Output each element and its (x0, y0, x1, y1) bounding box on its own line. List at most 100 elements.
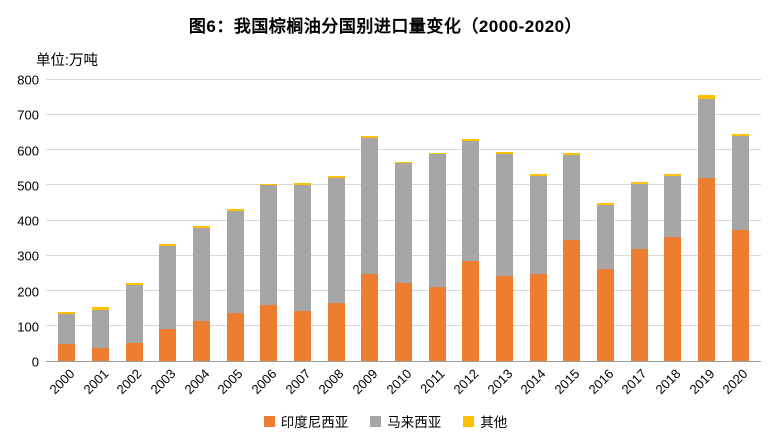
x-axis-label-text: 2007 (282, 366, 314, 398)
bar-segment-indonesia (597, 268, 615, 361)
bar-segment-indonesia (563, 239, 581, 361)
x-axis-label-2001: 2001 (80, 362, 118, 408)
legend-item-other: 其他 (463, 411, 507, 431)
stacked-bar-2002 (125, 80, 143, 361)
stacked-bar-2014 (529, 80, 547, 361)
stacked-bar-2016 (597, 80, 615, 361)
x-axis-label-2009: 2009 (349, 362, 387, 408)
bar-segment-malaysia (92, 309, 109, 348)
stacked-bar-2012 (462, 80, 480, 361)
bar-segment-indonesia (361, 273, 379, 361)
bar-segment-indonesia (698, 177, 716, 361)
y-axis-tick: 600 (17, 143, 39, 158)
bar-segment-indonesia (294, 311, 312, 361)
bar-segment-other (294, 182, 312, 185)
bar-segment-indonesia (428, 286, 446, 361)
bar-segment-indonesia (630, 249, 648, 361)
x-axis-label-2010: 2010 (383, 362, 421, 408)
x-axis-label-text: 2020 (719, 366, 751, 398)
bar-group-2020 (723, 80, 757, 361)
bar-group-2015 (555, 80, 589, 361)
x-axis-label-2011: 2011 (417, 362, 454, 408)
bar-segment-other (630, 182, 648, 184)
x-axis-label-2018: 2018 (652, 362, 690, 408)
bar-segment-other (529, 174, 547, 176)
bar-group-2018 (656, 80, 690, 361)
legend-label-other: 其他 (480, 415, 508, 430)
bar-segment-indonesia (92, 347, 109, 361)
y-axis-tick: 200 (17, 284, 39, 299)
bar-segment-indonesia (58, 344, 76, 361)
bar-segment-malaysia (125, 284, 143, 343)
y-axis: 0 100 200 300 400 500 600 700 800 (10, 74, 46, 369)
x-axis-label-2003: 2003 (147, 362, 185, 408)
bar-segment-other (597, 203, 615, 206)
x-axis-label-2005: 2005 (214, 362, 252, 408)
x-axis-label-2016: 2016 (585, 362, 623, 408)
stacked-bar-2015 (563, 80, 581, 361)
bars (46, 80, 761, 361)
bar-segment-indonesia (496, 276, 514, 361)
x-axis-label-text: 2005 (214, 366, 246, 398)
bar-segment-indonesia (327, 303, 345, 361)
bar-group-2009 (353, 80, 387, 361)
bar-segment-malaysia (428, 154, 446, 287)
x-axis-label-text: 2001 (80, 366, 112, 398)
stacked-bar-2005 (226, 80, 244, 361)
x-axis-label-text: 2014 (517, 366, 549, 398)
bar-segment-indonesia (462, 260, 480, 361)
stacked-bar-2006 (260, 80, 278, 361)
x-axis-label-text: 2006 (248, 366, 280, 398)
stacked-bar-2019 (698, 80, 716, 361)
bar-group-2000 (50, 80, 84, 361)
stacked-bar-2008 (327, 80, 345, 361)
x-axis-label-2014: 2014 (517, 362, 555, 408)
bar-segment-malaysia (630, 183, 648, 250)
bar-group-2006 (252, 80, 286, 361)
bar-group-2011 (420, 80, 454, 361)
stacked-bar-2020 (731, 80, 749, 361)
stacked-bar-2011 (428, 80, 446, 361)
stacked-bar-2000 (58, 80, 76, 361)
stacked-bar-2003 (159, 80, 177, 361)
x-axis-label-text: 2009 (349, 366, 381, 398)
bar-segment-malaysia (731, 136, 749, 231)
bar-segment-malaysia (563, 154, 581, 240)
x-axis-label-text: 2011 (417, 366, 448, 397)
stacked-bar-2004 (193, 80, 211, 361)
gridline (46, 149, 761, 151)
stacked-bar-2018 (664, 80, 682, 361)
bar-group-2013 (488, 80, 522, 361)
x-axis-label-text: 2016 (585, 366, 617, 398)
y-axis-tick: 700 (17, 107, 39, 123)
x-axis-labels: 2000 2001 2002 2003 2004 2005 2006 2007 2008 2009… (46, 362, 761, 408)
chart-title: 图6：我国棕榈油分国别进口量变化（2000-2020） (188, 17, 583, 36)
y-axis-tick: 300 (17, 248, 39, 264)
bar-segment-other (731, 134, 749, 137)
legend-label-indonesia: 印度尼西亚 (280, 415, 349, 430)
bar-segment-indonesia (226, 312, 244, 361)
bar-segment-indonesia (664, 237, 682, 361)
bar-group-2012 (454, 80, 488, 361)
bar-group-2002 (117, 80, 151, 361)
bar-group-2007 (286, 80, 320, 361)
stacked-bar-2009 (361, 80, 379, 361)
bar-segment-malaysia (226, 210, 244, 313)
x-axis-label-2012: 2012 (450, 362, 488, 408)
plot-area (46, 79, 761, 362)
bar-group-2008 (319, 80, 353, 361)
x-axis-label-2019: 2019 (686, 362, 724, 408)
bar-segment-other (125, 282, 143, 285)
y-axis-tick: 100 (17, 319, 39, 335)
x-axis-label-2017: 2017 (619, 362, 656, 408)
bar-group-2019 (690, 80, 724, 361)
gridline (46, 79, 761, 80)
bar-segment-malaysia (327, 178, 345, 304)
bar-segment-malaysia (58, 314, 76, 345)
bar-segment-other (58, 311, 76, 315)
bar-segment-malaysia (462, 140, 480, 261)
bar-segment-malaysia (294, 184, 312, 312)
bar-segment-indonesia (159, 329, 177, 361)
bar-segment-indonesia (260, 304, 278, 361)
y-axis-tick: 0 (31, 354, 39, 370)
